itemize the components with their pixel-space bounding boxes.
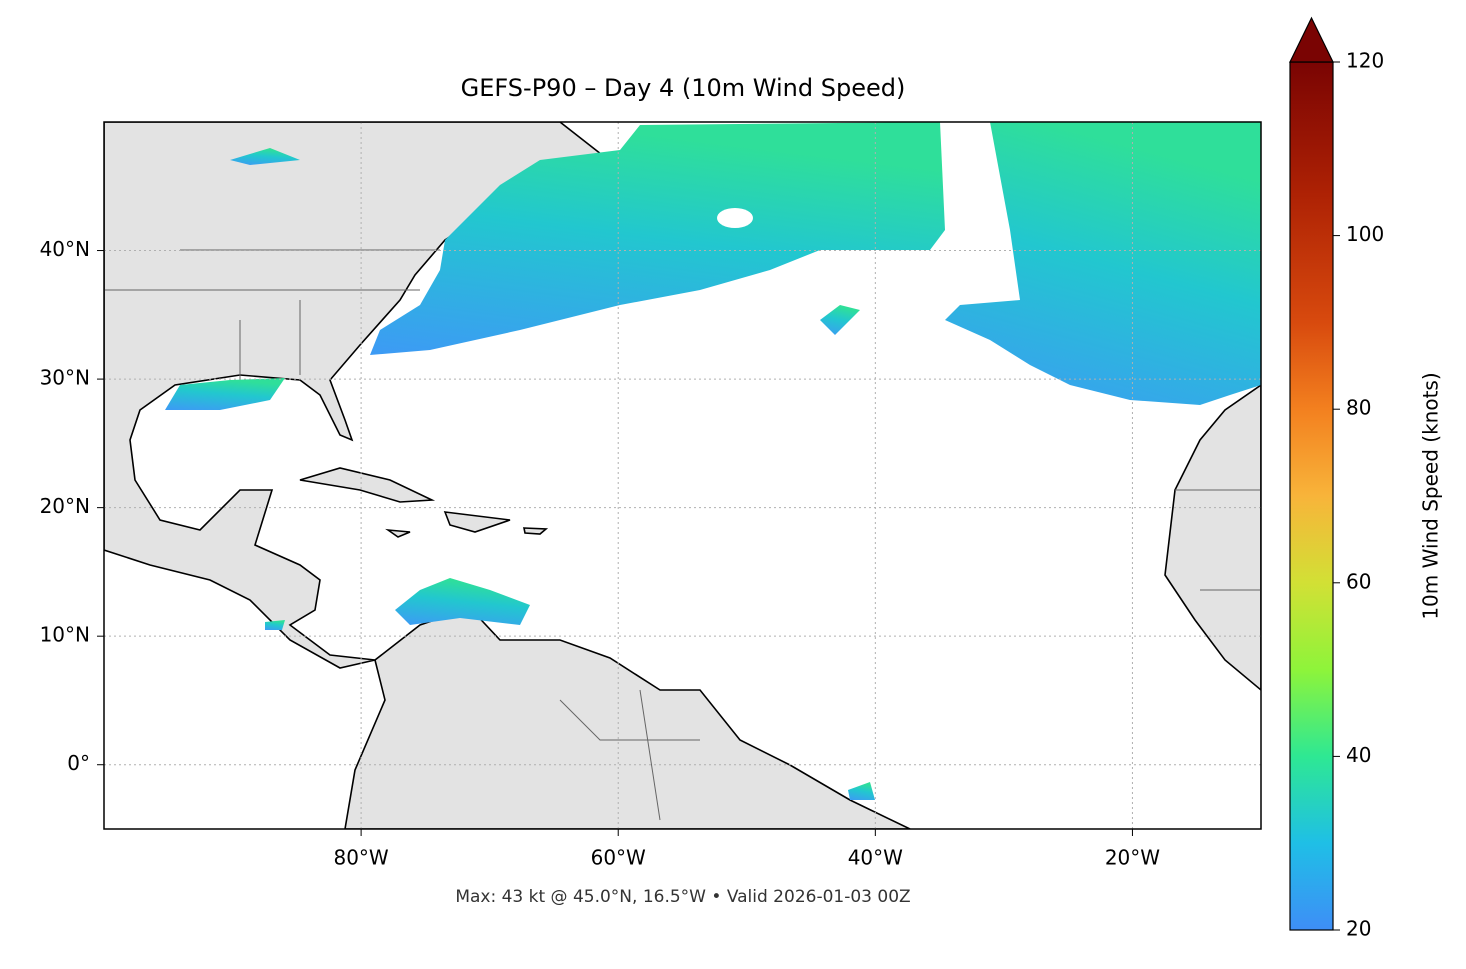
wind-field [165, 122, 1261, 800]
colorbar-label: 10m Wind Speed (knots) [1419, 372, 1443, 619]
map-frame [103, 121, 1262, 830]
colorbar-tick-label: 120 [1346, 49, 1384, 73]
x-tick-label: 80°W [333, 846, 388, 870]
map-title: GEFS-P90 – Day 4 (10m Wind Speed) [461, 74, 906, 102]
x-tick-label: 40°W [848, 846, 903, 870]
colorbar-extension [1289, 16, 1334, 63]
map-area [104, 122, 1261, 829]
y-tick-label: 20°N [40, 494, 90, 518]
footer-note: Max: 43 kt @ 45.0°N, 16.5°W • Valid 2026… [455, 887, 910, 907]
south-america [344, 607, 911, 829]
y-tick-label: 0° [67, 751, 90, 775]
y-tick-label: 30°N [40, 366, 90, 390]
africa [1164, 384, 1261, 692]
puerto-rico [523, 527, 549, 535]
y-tick-label: 10°N [40, 623, 90, 647]
colorbar [1289, 61, 1334, 931]
jamaica [385, 528, 411, 538]
colorbar-tick-label: 100 [1346, 222, 1384, 246]
north-america [104, 122, 617, 669]
borders [104, 249, 1261, 821]
colorbar-tick-label: 60 [1346, 569, 1371, 593]
colorbar-tick-label: 80 [1346, 396, 1371, 420]
x-tick-label: 60°W [591, 846, 646, 870]
y-tick-label: 40°N [40, 237, 90, 261]
hispaniola [443, 511, 511, 533]
x-tick-label: 20°W [1105, 846, 1160, 870]
colorbar-tick-label: 20 [1346, 917, 1371, 941]
colorbar-tick-label: 40 [1346, 743, 1371, 767]
cuba [299, 467, 436, 503]
